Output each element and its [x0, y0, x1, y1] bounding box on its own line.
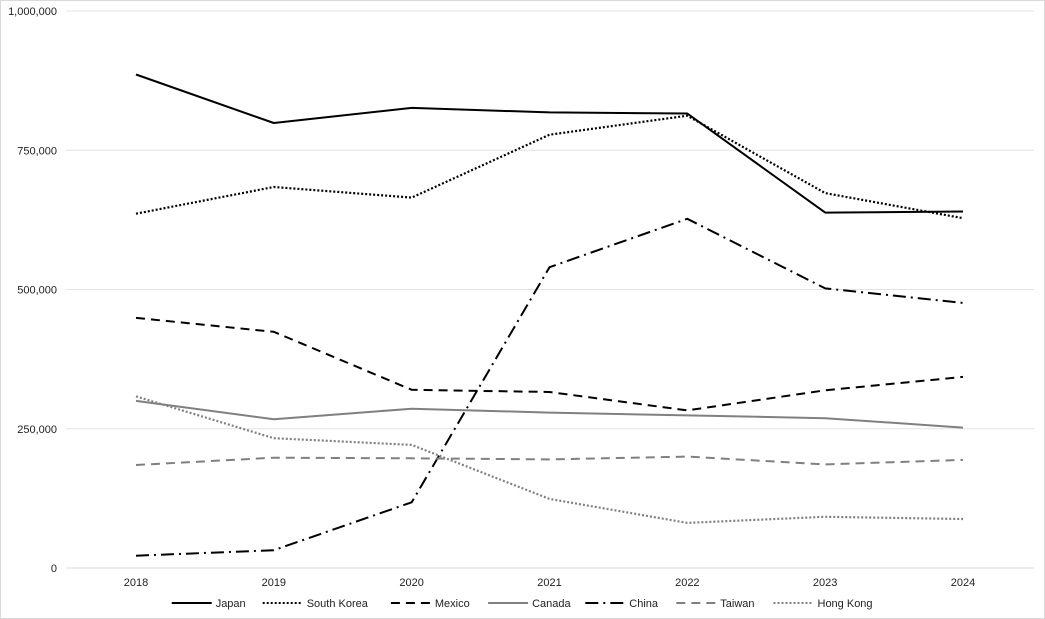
legend-label: Hong Kong [818, 598, 873, 610]
series-line-china [135, 217, 964, 557]
legend-label: Mexico [435, 598, 470, 610]
legend-label: China [629, 598, 659, 610]
legend-item-south-korea: South Korea [262, 598, 369, 610]
legend-item-japan: Japan [171, 598, 246, 610]
x-tick-label: 2022 [675, 577, 699, 589]
legend-item-mexico: Mexico [390, 598, 470, 610]
series-line-mexico [135, 316, 964, 412]
y-tick-label: 500,000 [17, 285, 57, 297]
x-tick-label: 2019 [262, 577, 286, 589]
legend-item-canada: Canada [488, 598, 572, 610]
series-lines [135, 73, 964, 557]
x-tick-label: 2020 [399, 577, 423, 589]
x-tick-label: 2018 [124, 577, 148, 589]
x-tick-label: 2021 [537, 577, 561, 589]
legend-item-taiwan: Taiwan [676, 598, 755, 610]
legend: Japan South Korea Mexico Canada China Taiwan H… [171, 598, 873, 610]
legend-item-china: China [585, 598, 659, 610]
y-axis: 0 250,000 500,000 750,000 1,000,000 [8, 6, 57, 575]
x-axis: 2018 2019 2020 2021 2022 2023 2024 [124, 577, 975, 589]
x-tick-label: 2023 [813, 577, 837, 589]
series-line-japan [135, 73, 964, 214]
series-line-south-korea [135, 114, 964, 220]
y-tick-label: 250,000 [17, 424, 57, 436]
series-line-taiwan [135, 455, 964, 466]
legend-label: South Korea [307, 598, 369, 610]
series-line-hong-kong [135, 395, 964, 525]
legend-label: Japan [216, 598, 246, 610]
y-tick-label: 750,000 [17, 145, 57, 157]
x-tick-label: 2024 [951, 577, 975, 589]
legend-label: Canada [532, 598, 571, 610]
legend-label: Taiwan [720, 598, 754, 610]
y-tick-label: 0 [51, 563, 57, 575]
y-tick-label: 1,000,000 [8, 6, 57, 18]
series-line-canada [135, 399, 964, 429]
gridlines [66, 10, 1034, 569]
legend-item-hong-kong: Hong Kong [773, 598, 873, 610]
